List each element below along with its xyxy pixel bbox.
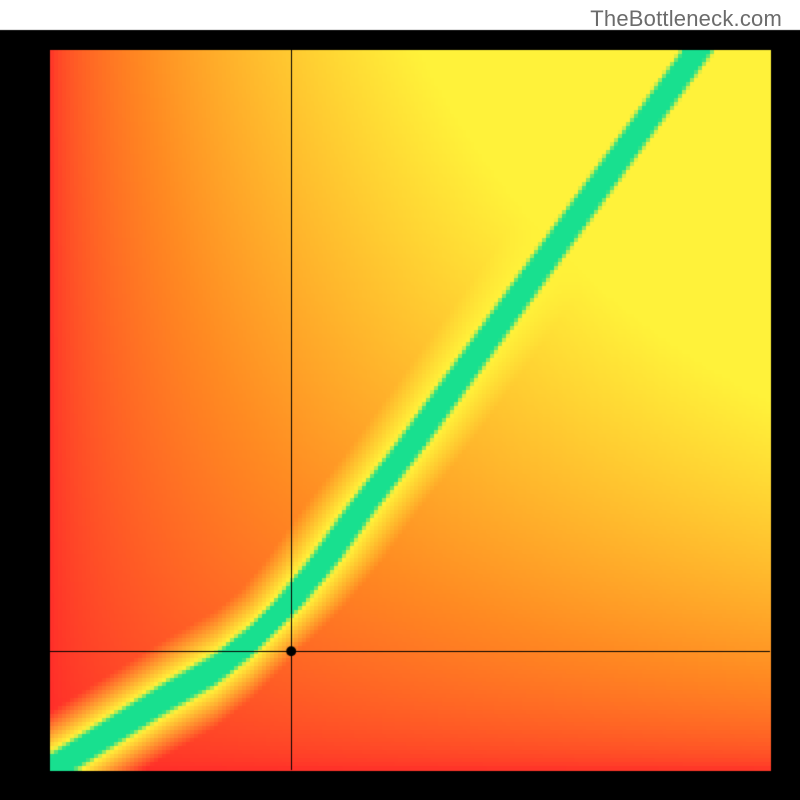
heatmap-canvas	[0, 0, 800, 800]
chart-container: TheBottleneck.com	[0, 0, 800, 800]
watermark-label: TheBottleneck.com	[590, 6, 782, 32]
